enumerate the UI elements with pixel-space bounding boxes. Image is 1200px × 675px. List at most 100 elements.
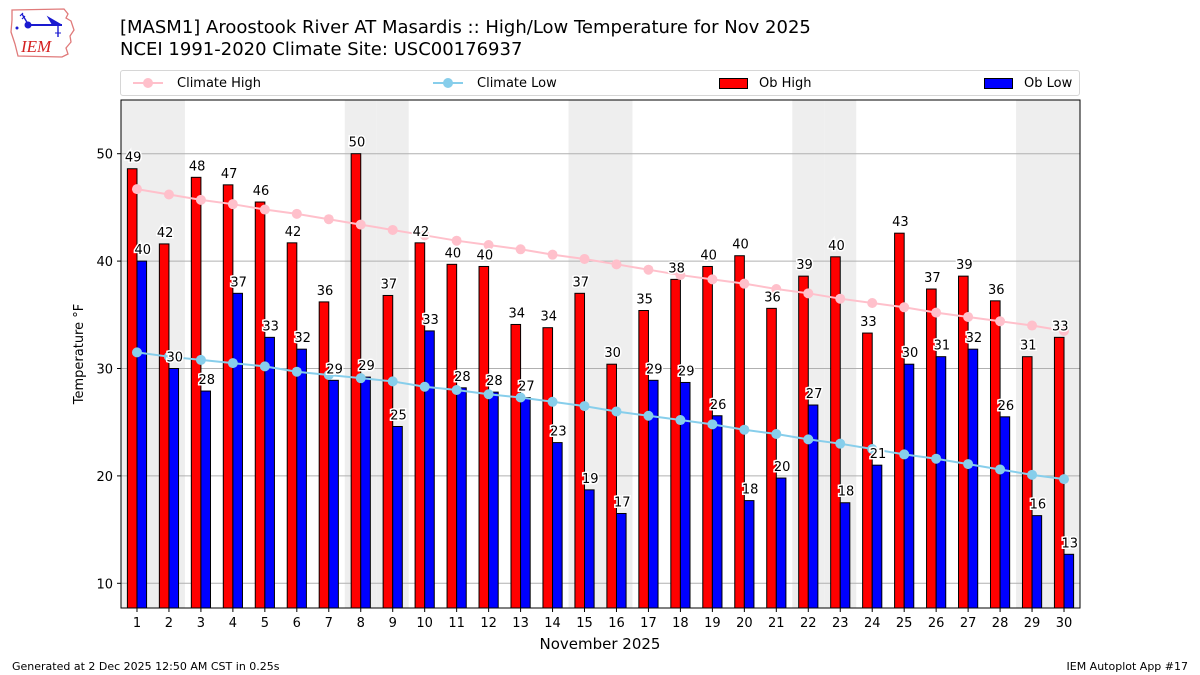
- ob-high-value-label: 40: [828, 239, 845, 254]
- y-tick-label: 40: [96, 255, 113, 270]
- legend-item-ob-low: Ob Low: [984, 71, 1072, 95]
- climate-high-point: [483, 239, 494, 250]
- ob-low-bar: [424, 330, 435, 609]
- climate-high-point: [547, 249, 558, 260]
- climate-high-point: [963, 311, 974, 322]
- ob-high-bar: [638, 310, 649, 609]
- climate-high-point: [355, 219, 366, 230]
- ob-high-value-label: 36: [988, 283, 1005, 298]
- climate-low-point: [611, 406, 622, 417]
- legend-label: Ob High: [759, 75, 812, 91]
- ob-high-bar: [606, 363, 617, 609]
- ob-high-value-label: 47: [221, 167, 238, 182]
- legend-label: Climate High: [177, 75, 262, 91]
- x-axis-label: November 2025: [540, 635, 661, 653]
- ob-high-bar: [862, 332, 873, 609]
- ob-high-bar: [254, 201, 266, 609]
- climate-high-point: [579, 253, 590, 264]
- ob-low-value-label: 16: [1030, 498, 1047, 513]
- climate-low-point: [963, 459, 974, 470]
- ob-low-value-label: 30: [902, 346, 919, 361]
- ob-high-value-label: 40: [445, 246, 462, 261]
- x-tick-label: 15: [576, 616, 593, 631]
- ob-low-bar: [200, 390, 212, 609]
- ob-low-value-label: 33: [262, 319, 279, 334]
- ob-high-value-label: 40: [732, 238, 749, 253]
- ob-high-bar: [926, 288, 937, 609]
- x-tick-label: 22: [800, 616, 817, 631]
- climate-high-point: [1059, 325, 1070, 336]
- x-tick-label: 11: [448, 616, 465, 631]
- ob-high-bar: [766, 307, 777, 609]
- x-tick-label: 8: [357, 616, 365, 631]
- climate-high-point: [707, 274, 718, 285]
- climate-low-point: [1027, 469, 1038, 480]
- climate-high-point: [451, 235, 462, 246]
- climate-low-point: [451, 384, 462, 395]
- iem-logo: IEM: [10, 8, 75, 58]
- climate-low-point: [323, 369, 334, 380]
- ob-high-value-label: 33: [1052, 319, 1069, 334]
- ob-low-value-label: 31: [934, 339, 951, 354]
- climate-high-point: [227, 199, 238, 210]
- ob-low-bar: [552, 442, 563, 609]
- ob-low-bar: [456, 387, 467, 609]
- ob-high-value-label: 37: [572, 275, 589, 290]
- ob-low-value-label: 28: [486, 374, 503, 389]
- ob-low-bar: [584, 489, 595, 609]
- climate-low-point: [355, 373, 366, 384]
- ob-low-value-label: 23: [550, 425, 567, 440]
- chart-title: [MASM1] Aroostook River AT Masardis :: H…: [120, 17, 811, 38]
- climate-high-point: [899, 302, 910, 313]
- ob-high-bar: [702, 265, 713, 609]
- climate-high-point: [419, 230, 430, 241]
- ob-low-value-label: 27: [518, 379, 535, 394]
- climate-low-point: [995, 464, 1006, 475]
- ob-high-value-label: 46: [253, 184, 270, 199]
- climate-high-point: [835, 293, 846, 304]
- climate-low-point: [291, 366, 302, 377]
- x-tick-label: 3: [197, 616, 205, 631]
- ob-high-bar: [478, 265, 490, 609]
- climate-high-point: [931, 307, 942, 318]
- ob-low-bar: [328, 379, 339, 609]
- ob-low-bar: [967, 348, 979, 609]
- ob-high-value-label: 40: [700, 248, 717, 263]
- x-tick-label: 29: [1024, 616, 1041, 631]
- ob-high-value-label: 42: [157, 226, 174, 241]
- x-tick-label: 7: [325, 616, 333, 631]
- ob-low-bar: [392, 425, 403, 609]
- x-tick-label: 27: [960, 616, 977, 631]
- ob-high-value-label: 48: [189, 159, 206, 174]
- x-tick-label: 9: [389, 616, 397, 631]
- climate-low-point: [515, 392, 526, 403]
- climate-low-point: [259, 361, 270, 372]
- ob-high-value-label: 36: [317, 284, 334, 299]
- x-tick-label: 21: [768, 616, 785, 631]
- y-axis-label: Temperature °F: [72, 304, 87, 405]
- climate-high-point: [131, 184, 142, 195]
- ob-high-bar: [286, 242, 298, 609]
- ob-high-bar: [190, 176, 202, 609]
- ob-high-value-label: 38: [668, 261, 685, 276]
- climate-high-point: [323, 214, 334, 225]
- climate-high-line-marker-icon: [133, 77, 163, 89]
- climate-high-point: [643, 264, 654, 275]
- x-tick-label: 20: [736, 616, 753, 631]
- legend-item-ob-high: Ob High: [719, 71, 812, 95]
- climate-low-point: [1059, 474, 1070, 485]
- ob-high-value-label: 49: [125, 151, 142, 166]
- y-tick-label: 20: [96, 470, 113, 485]
- ob-low-value-label: 40: [135, 243, 152, 258]
- ob-low-value-label: 29: [326, 362, 343, 377]
- ob-low-bar: [903, 363, 915, 609]
- climate-low-point: [227, 358, 238, 369]
- ob-low-bar: [775, 477, 787, 609]
- ob-high-bar: [670, 278, 681, 609]
- climate-low-point: [771, 429, 782, 440]
- ob-low-bar: [360, 376, 371, 609]
- climate-high-point: [739, 278, 750, 289]
- climate-low-point: [899, 449, 910, 460]
- ob-high-value-label: 42: [413, 225, 430, 240]
